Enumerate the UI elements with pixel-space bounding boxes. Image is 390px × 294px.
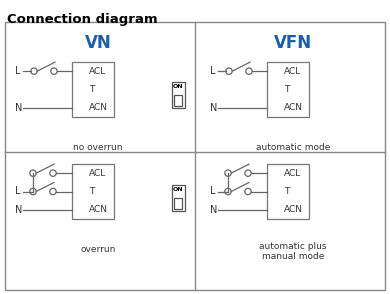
- Text: N: N: [15, 205, 22, 215]
- Text: T: T: [284, 187, 289, 196]
- Text: N: N: [210, 205, 217, 215]
- Bar: [174, 198, 182, 209]
- Bar: [72, 164, 114, 219]
- Text: ACL: ACL: [284, 67, 301, 76]
- Text: L: L: [15, 186, 21, 196]
- Text: automatic mode: automatic mode: [256, 143, 330, 152]
- Text: no overrun: no overrun: [73, 143, 123, 152]
- Text: ON: ON: [173, 187, 183, 192]
- Bar: [174, 95, 182, 106]
- Text: L: L: [15, 66, 21, 76]
- Bar: [267, 62, 309, 117]
- Text: ON: ON: [173, 84, 183, 89]
- Text: overrun: overrun: [80, 245, 116, 254]
- Text: T: T: [89, 85, 94, 94]
- Text: Connection diagram: Connection diagram: [7, 13, 158, 26]
- Bar: [72, 62, 114, 117]
- Bar: [172, 82, 184, 108]
- Text: L: L: [210, 66, 216, 76]
- Text: ACL: ACL: [284, 169, 301, 178]
- Text: ACL: ACL: [89, 169, 106, 178]
- Text: T: T: [284, 85, 289, 94]
- Bar: [267, 164, 309, 219]
- Text: VFN: VFN: [274, 34, 312, 52]
- Text: ACN: ACN: [284, 103, 303, 112]
- Text: L: L: [210, 186, 216, 196]
- Text: ACN: ACN: [89, 205, 108, 214]
- Bar: [172, 185, 184, 211]
- Text: ACN: ACN: [89, 103, 108, 112]
- Text: N: N: [210, 103, 217, 113]
- Text: VN: VN: [85, 34, 112, 52]
- Text: ACL: ACL: [89, 67, 106, 76]
- Text: N: N: [15, 103, 22, 113]
- Text: T: T: [89, 187, 94, 196]
- Text: ACN: ACN: [284, 205, 303, 214]
- Text: automatic plus
manual mode: automatic plus manual mode: [259, 242, 327, 261]
